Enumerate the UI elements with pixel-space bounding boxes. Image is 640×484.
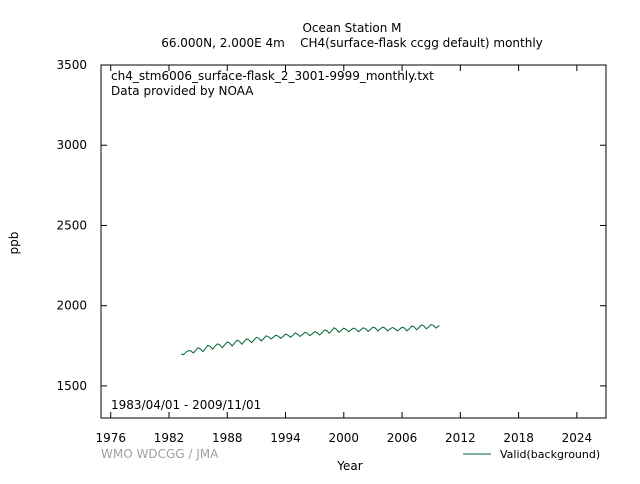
- y-axis-label: ppb: [7, 232, 21, 255]
- legend: Valid(background): [463, 448, 600, 461]
- file-name-label: ch4_stm6006_surface-flask_2_3001-9999_mo…: [111, 69, 434, 83]
- y-tick-label: 1500: [56, 379, 87, 393]
- chart-title-line1: Ocean Station M: [302, 21, 401, 35]
- y-tick-label: 3500: [56, 58, 87, 72]
- x-tick-label: 2024: [562, 431, 593, 445]
- x-axis-label: Year: [336, 459, 362, 473]
- x-axis: 1976 1982 1988 1994 2000 2006 2012 2018 2024: [95, 65, 592, 445]
- x-tick-label: 1976: [95, 431, 126, 445]
- series-layer: [180, 324, 440, 356]
- x-tick-label: 1982: [154, 431, 185, 445]
- legend-label: Valid(background): [500, 448, 600, 461]
- date-range-label: 1983/04/01 - 2009/11/01: [111, 398, 261, 412]
- x-tick-label: 2018: [503, 431, 534, 445]
- y-tick-label: 2000: [56, 299, 87, 313]
- chart-title-line2: 66.000N, 2.000E 4m CH4(surface-flask ccg…: [161, 36, 543, 50]
- data-provider-label: Data provided by NOAA: [111, 84, 254, 98]
- x-tick-label: 1988: [212, 431, 243, 445]
- series-line: [180, 324, 440, 356]
- x-tick-label: 2006: [387, 431, 418, 445]
- x-tick-label: 2000: [329, 431, 360, 445]
- x-tick-label: 2012: [445, 431, 476, 445]
- y-tick-label: 2500: [56, 218, 87, 232]
- y-axis: 1500 2000 2500 3000 3500: [56, 58, 606, 393]
- y-tick-label: 3000: [56, 138, 87, 152]
- credit-label: WMO WDCGG / JMA: [101, 447, 219, 461]
- x-tick-label: 1994: [270, 431, 301, 445]
- plot-frame: [100, 64, 607, 419]
